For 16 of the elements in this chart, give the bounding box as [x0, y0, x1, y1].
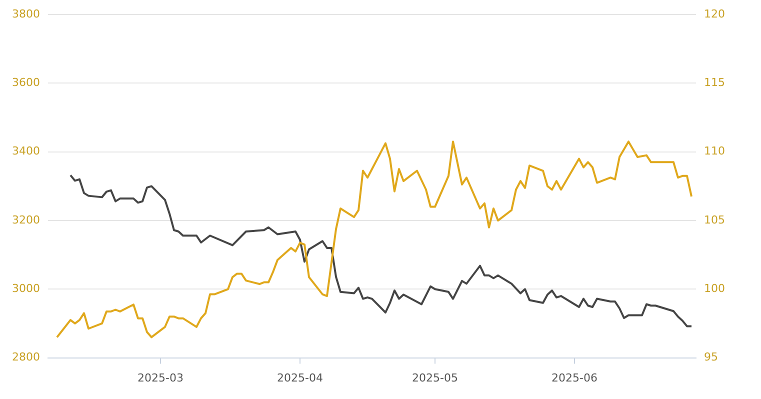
x-tick-label: 2025-06 — [552, 371, 598, 384]
y2-tick-label: 95 — [704, 350, 718, 364]
y-tick-label: 3600 — [12, 76, 40, 90]
y-tick-label: 3000 — [12, 282, 40, 296]
y-tick-label: 3400 — [12, 144, 40, 158]
y2-tick-label: 105 — [704, 213, 726, 226]
y-tick-label: 2800 — [12, 350, 40, 364]
y-tick-label: 3800 — [12, 7, 40, 20]
x-tick-label: 2025-04 — [277, 371, 323, 384]
x-tick-label: 2025-05 — [412, 371, 458, 384]
x-tick-label: 2025-03 — [138, 371, 184, 384]
y2-tick-label: 120 — [704, 7, 726, 20]
y2-tick-label: 110 — [704, 144, 726, 158]
y2-tick-label: 100 — [704, 282, 726, 296]
y2-tick-label: 115 — [704, 76, 726, 90]
y-tick-label: 3200 — [12, 213, 40, 226]
